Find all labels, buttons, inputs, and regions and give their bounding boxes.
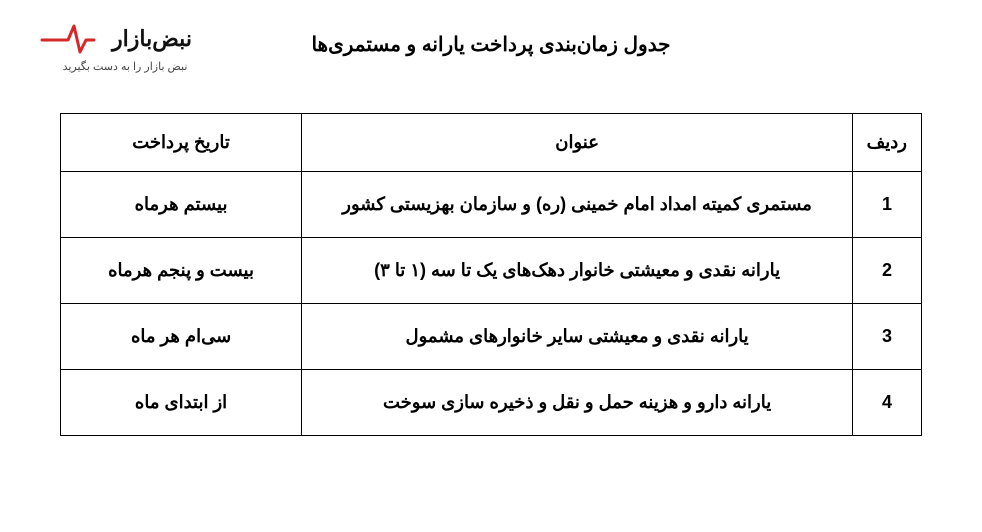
page: نبض‌بازار نبض بازار را به دست بگیرید جدو… — [0, 0, 982, 532]
cell-date: سی‌ام هر ماه — [61, 304, 302, 370]
cell-title: یارانه نقدی و معیشتی سایر خانوارهای مشمو… — [302, 304, 853, 370]
table-row: 3 یارانه نقدی و معیشتی سایر خانوارهای مش… — [61, 304, 922, 370]
table-row: 4 یارانه دارو و هزینه حمل و نقل و ذخیره … — [61, 370, 922, 436]
col-header-date: تاریخ پرداخت — [61, 114, 302, 172]
cell-row: 1 — [853, 172, 922, 238]
brand-logo: نبض‌بازار نبض بازار را به دست بگیرید — [40, 18, 210, 73]
cell-row: 2 — [853, 238, 922, 304]
col-header-title: عنوان — [302, 114, 853, 172]
table-row: 2 یارانه نقدی و معیشتی خانوار دهک‌های یک… — [61, 238, 922, 304]
cell-date: بیستم هرماه — [61, 172, 302, 238]
table-header-row: ردیف عنوان تاریخ پرداخت — [61, 114, 922, 172]
svg-text:نبض‌بازار: نبض‌بازار — [110, 26, 192, 52]
table-row: 1 مستمری کمیته امداد امام خمینی (ره) و س… — [61, 172, 922, 238]
cell-row: 3 — [853, 304, 922, 370]
brand-tagline: نبض بازار را به دست بگیرید — [40, 60, 210, 73]
cell-date: بیست و پنجم هرماه — [61, 238, 302, 304]
cell-row: 4 — [853, 370, 922, 436]
cell-date: از ابتدای ماه — [61, 370, 302, 436]
heartbeat-icon: نبض‌بازار — [40, 18, 210, 58]
col-header-row: ردیف — [853, 114, 922, 172]
cell-title: یارانه دارو و هزینه حمل و نقل و ذخیره سا… — [302, 370, 853, 436]
cell-title: مستمری کمیته امداد امام خمینی (ره) و ساز… — [302, 172, 853, 238]
schedule-table: ردیف عنوان تاریخ پرداخت 1 مستمری کمیته ا… — [60, 113, 922, 436]
cell-title: یارانه نقدی و معیشتی خانوار دهک‌های یک ت… — [302, 238, 853, 304]
